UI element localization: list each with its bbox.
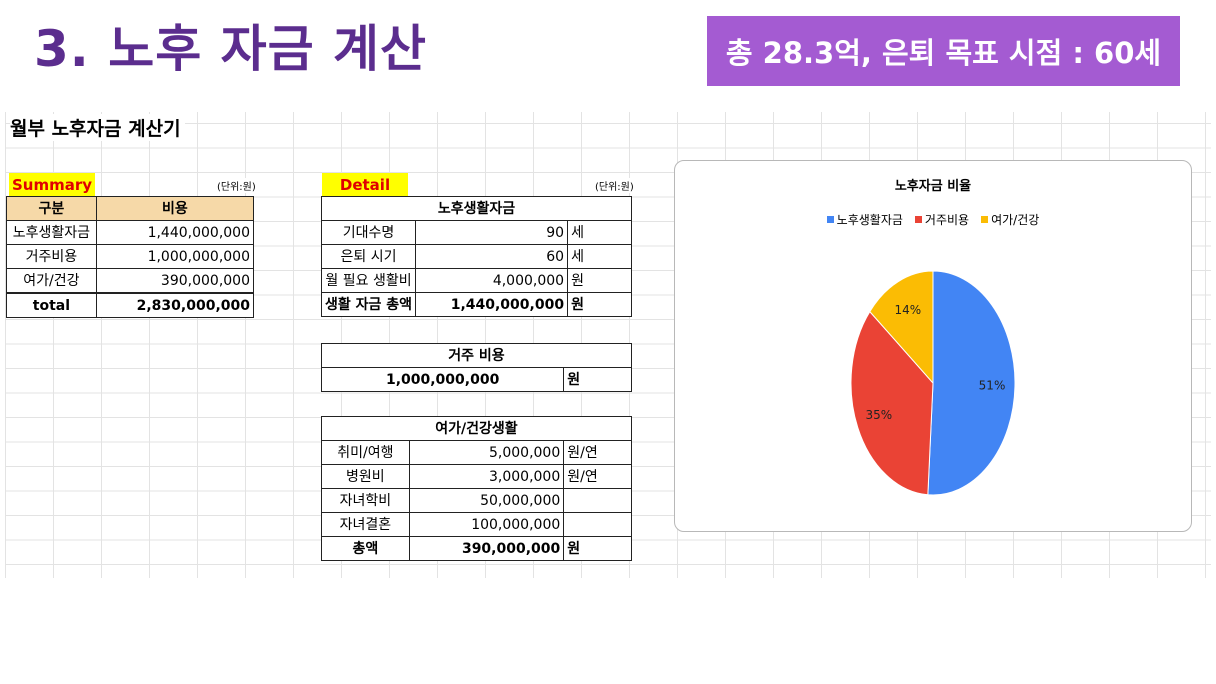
- chart-legend: 노후생활자금 거주비용 여가/건강: [675, 211, 1191, 228]
- detail-row: 자녀결혼 100,000,000: [321, 512, 632, 537]
- housing-cost-title: 거주 비용: [321, 343, 632, 368]
- pie-chart-panel[interactable]: 노후자금 비율 노후생활자금 거주비용 여가/건강 51% 35% 14%: [674, 160, 1192, 532]
- housing-cost-table: 거주 비용 1,000,000,000 원: [320, 343, 632, 392]
- detail-row-unit[interactable]: [563, 512, 632, 537]
- detail-total-label[interactable]: 총액: [321, 536, 410, 561]
- detail-row-value[interactable]: 4,000,000: [415, 268, 569, 293]
- pie-slice-label: 35%: [865, 408, 892, 422]
- summary-row-value[interactable]: 390,000,000: [95, 268, 255, 294]
- detail-row-label[interactable]: 병원비: [321, 464, 410, 489]
- detail-row-label[interactable]: 월 필요 생활비: [320, 268, 417, 293]
- pie-slice-3[interactable]: [869, 270, 934, 385]
- detail-total-row: 생활 자금 총액 1,440,000,000 원: [320, 292, 632, 317]
- summary-tag: Summary: [9, 173, 95, 197]
- detail-unit: (단위:원): [593, 178, 636, 193]
- summary-row: 노후생활자금 1,440,000,000: [6, 220, 255, 245]
- legend-label: 여가/건강: [991, 213, 1040, 227]
- summary-header-category: 구분: [6, 196, 97, 221]
- detail-row: 월 필요 생활비 4,000,000 원: [320, 268, 632, 293]
- detail-total-label[interactable]: 생활 자금 총액: [320, 292, 417, 317]
- summary-row-value[interactable]: 1,440,000,000: [95, 220, 255, 245]
- detail-row-unit[interactable]: 세: [567, 244, 632, 269]
- housing-cost-value[interactable]: 1,000,000,000: [320, 367, 565, 392]
- pie-slice-1[interactable]: [927, 270, 1016, 496]
- living-cost-table: 노후생활자금 기대수명 90 세 은퇴 시기 60 세 월 필요 생활비 4,0…: [320, 196, 632, 317]
- detail-tag: Detail: [322, 173, 408, 197]
- legend-item: 거주비용: [914, 211, 970, 228]
- detail-row-value[interactable]: 50,000,000: [408, 488, 565, 513]
- detail-row-unit[interactable]: [563, 488, 632, 513]
- detail-row: 은퇴 시기 60 세: [320, 244, 632, 269]
- detail-row-unit[interactable]: 원: [567, 268, 632, 293]
- detail-row-unit[interactable]: 원/연: [563, 464, 632, 489]
- legend-swatch: [826, 216, 834, 223]
- sheet-title: 월부 노후자금 계산기: [10, 114, 185, 141]
- detail-row-value[interactable]: 90: [415, 220, 569, 245]
- summary-row-label[interactable]: 노후생활자금: [6, 220, 97, 245]
- summary-total-row: total 2,830,000,000: [6, 292, 255, 318]
- legend-item: 여가/건강: [981, 211, 1039, 228]
- detail-total-value[interactable]: 390,000,000: [408, 536, 565, 561]
- detail-row-label[interactable]: 은퇴 시기: [320, 244, 417, 269]
- detail-total-unit[interactable]: 원: [563, 536, 632, 561]
- detail-row-value[interactable]: 3,000,000: [408, 464, 565, 489]
- pie-chart: 51% 35% 14%: [850, 270, 1016, 496]
- detail-row-value[interactable]: 5,000,000: [408, 440, 565, 465]
- detail-row: 1,000,000,000 원: [320, 367, 632, 392]
- summary-row: 여가/건강 390,000,000: [6, 268, 255, 294]
- leisure-cost-table: 여가/건강생활 취미/여행 5,000,000 원/연 병원비 3,000,00…: [321, 416, 632, 561]
- summary-row: 거주비용 1,000,000,000: [6, 244, 255, 269]
- detail-row: 병원비 3,000,000 원/연: [321, 464, 632, 489]
- living-cost-title: 노후생활자금: [321, 196, 632, 221]
- summary-header-cost: 비용: [95, 196, 255, 221]
- chart-title: 노후자금 비율: [894, 179, 972, 194]
- leisure-cost-title: 여가/건강생활: [321, 416, 632, 441]
- detail-total-unit[interactable]: 원: [567, 292, 632, 317]
- summary-row-label[interactable]: 거주비용: [6, 244, 97, 269]
- legend-swatch: [914, 216, 922, 223]
- slide-title: 3. 노후 자금 계산: [34, 20, 428, 78]
- pie-slice-label: 51%: [979, 379, 1006, 393]
- detail-row-value[interactable]: 100,000,000: [408, 512, 565, 537]
- summary-banner: 총 28.3억, 은퇴 목표 시점 : 60세: [707, 16, 1180, 86]
- summary-header-row: 구분 비용: [6, 196, 255, 221]
- detail-row-unit[interactable]: 세: [567, 220, 632, 245]
- detail-row-label[interactable]: 자녀결혼: [321, 512, 410, 537]
- detail-row-label[interactable]: 기대수명: [320, 220, 417, 245]
- legend-label: 노후생활자금: [836, 213, 903, 227]
- detail-row-label[interactable]: 자녀학비: [321, 488, 410, 513]
- pie-slice-2[interactable]: [850, 310, 934, 496]
- summary-total-label[interactable]: total: [6, 292, 97, 318]
- summary-unit: (단위:원): [215, 178, 258, 193]
- pie-slice-label: 14%: [895, 303, 922, 317]
- detail-row-value[interactable]: 60: [415, 244, 569, 269]
- summary-table: 구분 비용 노후생활자금 1,440,000,000 거주비용 1,000,00…: [6, 196, 255, 318]
- detail-row-label[interactable]: 취미/여행: [321, 440, 410, 465]
- legend-label: 거주비용: [924, 213, 970, 227]
- summary-total-value[interactable]: 2,830,000,000: [95, 292, 255, 318]
- housing-cost-unit[interactable]: 원: [563, 367, 632, 392]
- legend-item: 노후생활자금: [826, 211, 903, 228]
- legend-swatch: [981, 216, 989, 223]
- summary-row-label[interactable]: 여가/건강: [6, 268, 97, 294]
- summary-row-value[interactable]: 1,000,000,000: [95, 244, 255, 269]
- detail-row: 기대수명 90 세: [320, 220, 632, 245]
- detail-total-value[interactable]: 1,440,000,000: [415, 292, 569, 317]
- detail-row: 취미/여행 5,000,000 원/연: [321, 440, 632, 465]
- detail-total-row: 총액 390,000,000 원: [321, 536, 632, 561]
- detail-row-unit[interactable]: 원/연: [563, 440, 632, 465]
- detail-row: 자녀학비 50,000,000: [321, 488, 632, 513]
